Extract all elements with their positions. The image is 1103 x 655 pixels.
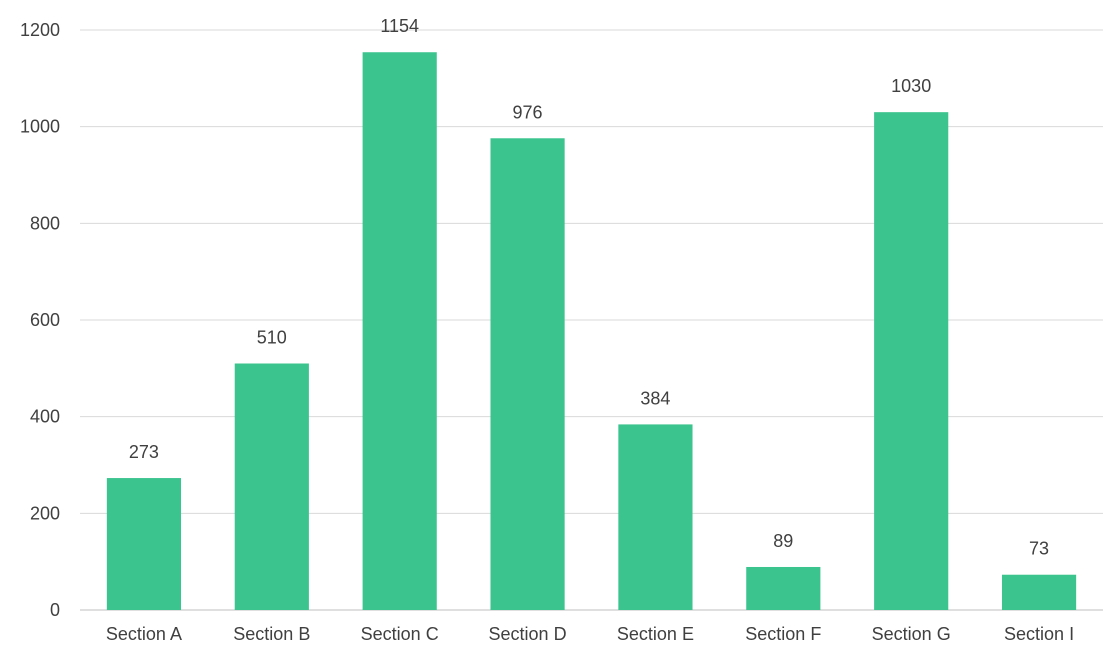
- y-tick-label: 1200: [20, 20, 60, 40]
- bar: [362, 52, 437, 610]
- bar: [1001, 574, 1077, 610]
- bar: [618, 424, 693, 610]
- y-tick-label: 200: [30, 503, 60, 523]
- data-label: 976: [513, 102, 543, 122]
- data-label: 273: [129, 442, 159, 462]
- x-category-label: Section E: [617, 624, 694, 644]
- x-category-label: Section D: [489, 624, 567, 644]
- data-labels: 273 510 1154 976 384 89 1030 73: [129, 16, 1049, 558]
- bar: [746, 566, 821, 610]
- x-category-label: Section C: [361, 624, 439, 644]
- bars: [106, 52, 1077, 611]
- y-tick-label: 1000: [20, 117, 60, 137]
- data-label: 1154: [380, 16, 419, 36]
- x-category-label: Section G: [872, 624, 951, 644]
- y-tick-label: 800: [30, 213, 60, 233]
- y-tick-label: 0: [50, 600, 60, 620]
- x-category-label: Section B: [233, 624, 310, 644]
- y-tick-label: 400: [30, 407, 60, 427]
- bar: [234, 363, 309, 610]
- data-label: 384: [640, 388, 670, 408]
- y-axis-ticks: 0 200 400 600 800 1000 1200: [20, 20, 60, 620]
- data-label: 89: [773, 531, 793, 551]
- x-category-label: Section F: [745, 624, 821, 644]
- bar: [106, 478, 182, 610]
- x-axis-categories: Section A Section B Section C Section D Sect…: [106, 624, 1074, 644]
- bar: [874, 112, 949, 611]
- data-label: 1030: [891, 76, 931, 96]
- gridlines: [80, 29, 1103, 611]
- bar: [490, 138, 565, 610]
- y-tick-label: 600: [30, 310, 60, 330]
- x-category-label: Section A: [106, 624, 182, 644]
- x-category-label: Section I: [1004, 624, 1074, 644]
- data-label: 510: [257, 328, 287, 348]
- data-label: 73: [1029, 539, 1049, 559]
